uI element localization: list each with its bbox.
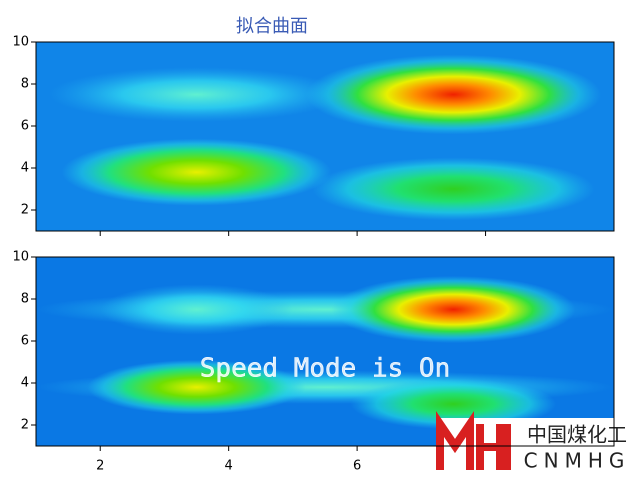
y-tick-label: 8 [21, 77, 29, 92]
surface-blob [100, 284, 293, 335]
logo-en: CNMHG [524, 449, 631, 473]
watermark: Speed Mode is On [200, 354, 450, 384]
y-tick-label: 4 [21, 376, 29, 391]
surface-blob [305, 54, 602, 135]
surface-blob [350, 378, 557, 430]
y-tick-label: 10 [12, 35, 29, 50]
y-tick-label: 4 [21, 161, 29, 176]
x-tick-label: 6 [353, 459, 361, 474]
y-tick-label: 10 [12, 250, 29, 265]
plot-frame [35, 256, 615, 447]
plot-frame [35, 41, 615, 232]
surface-blob [87, 359, 306, 415]
logo-cn: 中国煤化工 [527, 423, 627, 447]
plot-area [36, 257, 614, 446]
x-tick-label: 4 [225, 459, 233, 474]
plot-area [36, 42, 614, 231]
y-tick-label: 6 [21, 334, 29, 349]
chart-title: 拟合曲面 [236, 16, 308, 37]
y-tick-label: 2 [21, 203, 29, 218]
surface-blob [312, 157, 595, 221]
y-tick-label: 6 [21, 119, 29, 134]
y-tick-label: 2 [21, 418, 29, 433]
x-tick-label: 2 [96, 459, 104, 474]
surface-blob [61, 138, 332, 206]
y-tick-label: 8 [21, 292, 29, 307]
surface-blob [48, 67, 345, 122]
surface-blob [331, 275, 576, 344]
